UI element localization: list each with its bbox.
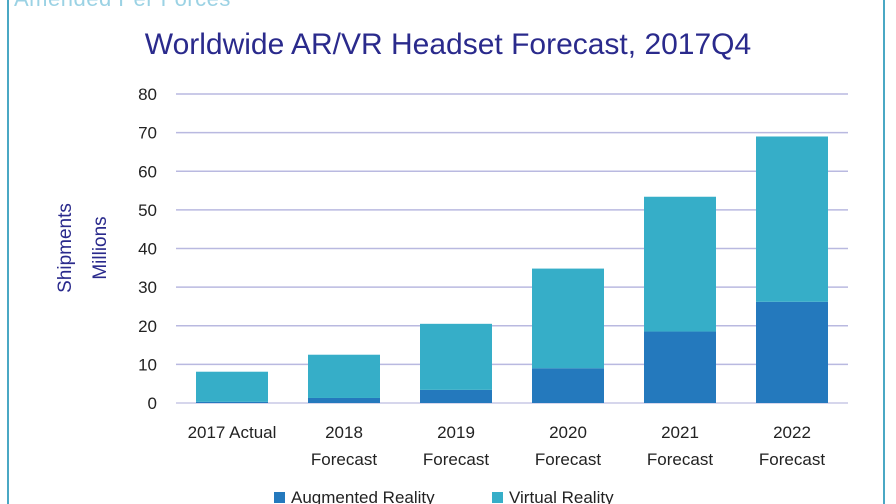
bar-virtual-reality	[420, 323, 492, 390]
x-category-label: 2020	[549, 423, 587, 442]
bar-virtual-reality	[308, 354, 380, 398]
bar-augmented-reality	[196, 401, 268, 403]
legend-swatch	[492, 492, 503, 503]
legend: Augmented Reality Virtual Reality	[274, 488, 614, 504]
y-axis-label-line1: Shipments	[55, 203, 76, 293]
bar-augmented-reality	[644, 331, 716, 403]
y-tick-label: 10	[138, 355, 157, 374]
y-tick-label: 0	[148, 394, 157, 413]
bar-virtual-reality	[532, 268, 604, 369]
legend-label: Virtual Reality	[509, 488, 614, 504]
bars	[196, 136, 828, 403]
y-tick-label: 20	[138, 317, 157, 336]
bar-virtual-reality	[196, 371, 268, 402]
x-category-label: 2018	[325, 423, 363, 442]
category-labels: 2017 Actual 2018 Forecast 2019 Forecast 2020 F…	[188, 423, 826, 469]
y-tick-label: 70	[138, 124, 157, 143]
top-strip-text: Amended Per Forces	[14, 0, 231, 12]
y-axis-label: Shipments Millions	[55, 203, 111, 293]
x-category-label: Forecast	[759, 450, 825, 469]
y-tick-label: 40	[138, 240, 157, 259]
y-tick-label: 60	[138, 162, 157, 181]
x-category-label: Forecast	[311, 450, 377, 469]
y-tick-label: 50	[138, 201, 157, 220]
x-category-label: 2017 Actual	[188, 423, 277, 442]
bar-augmented-reality	[532, 368, 604, 403]
x-category-label: Forecast	[647, 450, 713, 469]
y-axis-label-line2: Millions	[90, 216, 111, 279]
bar-augmented-reality	[308, 397, 380, 403]
bar-augmented-reality	[420, 389, 492, 403]
x-category-label: Forecast	[535, 450, 601, 469]
y-tick-label: 80	[138, 85, 157, 104]
y-tick-label: 30	[138, 278, 157, 297]
x-category-label: Forecast	[423, 450, 489, 469]
chart-frame	[7, 0, 885, 504]
chart-title: Worldwide AR/VR Headset Forecast, 2017Q4	[144, 28, 752, 61]
legend-label: Augmented Reality	[291, 488, 435, 504]
bar-virtual-reality	[644, 196, 716, 332]
legend-swatch	[274, 492, 285, 503]
bar-virtual-reality	[756, 136, 828, 302]
y-tick-labels: 0 10 20 30 40 50 60 70 80	[138, 85, 157, 413]
gridlines	[176, 93, 848, 404]
x-category-label: 2021	[661, 423, 699, 442]
bar-augmented-reality	[756, 301, 828, 403]
x-category-label: 2019	[437, 423, 475, 442]
x-category-label: 2022	[773, 423, 811, 442]
